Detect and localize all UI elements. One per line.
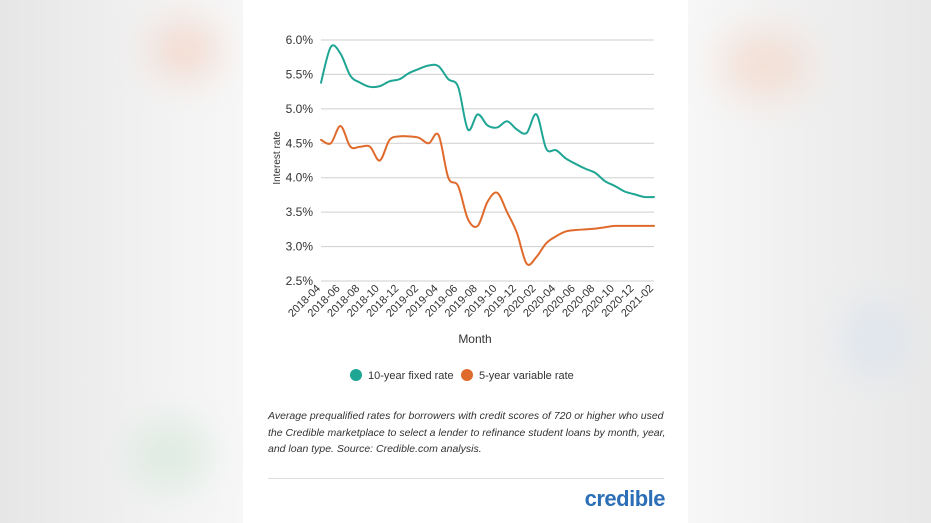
y-tick-label: 2.5% xyxy=(286,274,314,288)
legend-label: 5-year variable rate xyxy=(479,370,574,382)
legend-marker xyxy=(461,369,473,381)
y-tick-label: 3.0% xyxy=(286,240,314,254)
x-axis-label: Month xyxy=(458,332,491,346)
y-tick-label: 6.0% xyxy=(286,33,314,47)
chart-caption: Average prequalified rates for borrowers… xyxy=(268,410,666,455)
chart-card xyxy=(243,0,688,523)
y-tick-label: 4.0% xyxy=(286,171,314,185)
series-line-5-year-variable xyxy=(320,125,655,266)
legend-label: 10-year fixed rate xyxy=(368,370,454,382)
series-line-10-year-fixed xyxy=(320,44,655,199)
y-tick-label: 5.5% xyxy=(286,67,314,81)
y-tick-label: 3.5% xyxy=(286,205,314,219)
y-axis-label: Interest rate xyxy=(272,131,283,185)
divider xyxy=(268,478,664,479)
credible-logo: credible xyxy=(584,486,666,511)
background-blur xyxy=(150,20,220,80)
background-blur xyxy=(720,30,810,100)
background-right xyxy=(688,0,931,523)
background-blur xyxy=(130,420,210,490)
legend-marker xyxy=(350,369,362,381)
y-tick-label: 5.0% xyxy=(286,102,314,116)
background-blur xyxy=(840,300,910,380)
y-tick-label: 4.5% xyxy=(286,136,314,150)
